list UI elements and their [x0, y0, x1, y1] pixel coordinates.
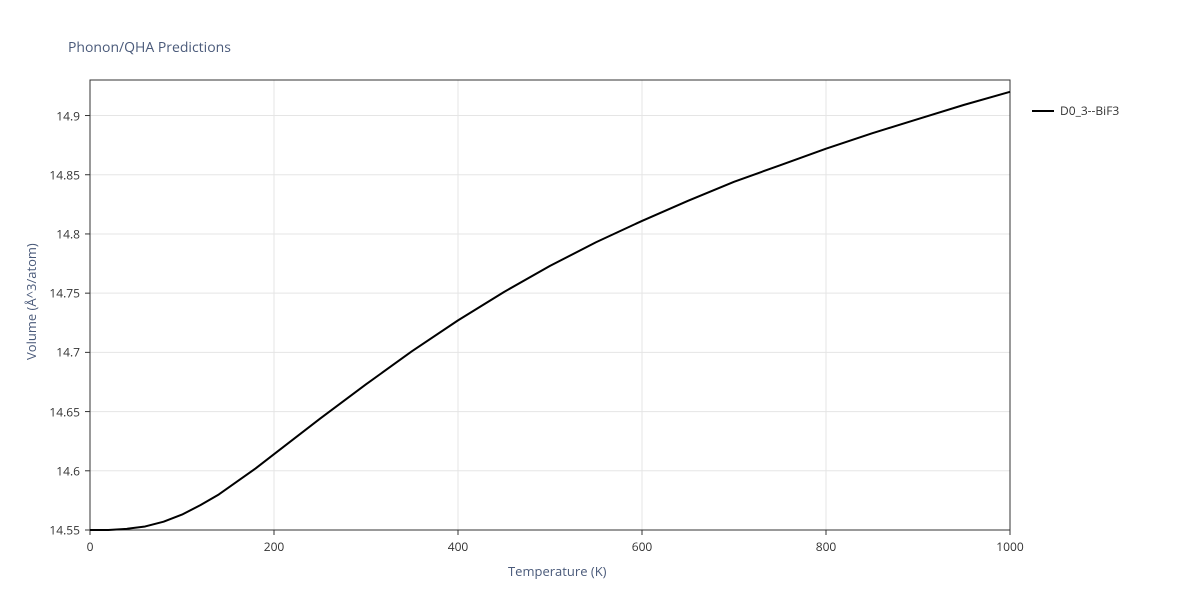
- x-tick-label: 0: [87, 538, 94, 555]
- plot-frame: [90, 80, 1010, 530]
- series-line: [90, 92, 1010, 530]
- plot-svg: [90, 80, 1010, 530]
- y-axis-label: Volume (Å^3/atom): [22, 243, 40, 360]
- x-tick-label: 600: [632, 538, 653, 555]
- y-tick-label: 14.6: [44, 462, 80, 479]
- legend-item: D0_3--BiF3: [1032, 102, 1119, 119]
- y-tick-label: 14.55: [44, 522, 80, 539]
- y-tick-label: 14.7: [44, 344, 80, 361]
- chart-title: Phonon/QHA Predictions: [68, 38, 231, 57]
- legend-label: D0_3--BiF3: [1060, 102, 1119, 119]
- x-tick-label: 800: [816, 538, 837, 555]
- x-axis-label: Temperature (K): [508, 562, 607, 580]
- legend: D0_3--BiF3: [1032, 102, 1119, 119]
- plot-area: [90, 80, 1010, 530]
- x-tick-label: 400: [448, 538, 469, 555]
- y-tick-label: 14.9: [44, 107, 80, 124]
- x-tick-label: 1000: [996, 538, 1023, 555]
- y-tick-label: 14.85: [44, 166, 80, 183]
- legend-swatch: [1032, 110, 1054, 112]
- chart-container: { "title": "Phonon/QHA Predictions", "ti…: [0, 0, 1200, 600]
- y-tick-label: 14.75: [44, 285, 80, 302]
- y-tick-label: 14.65: [44, 403, 80, 420]
- y-tick-label: 14.8: [44, 225, 80, 242]
- x-tick-label: 200: [264, 538, 285, 555]
